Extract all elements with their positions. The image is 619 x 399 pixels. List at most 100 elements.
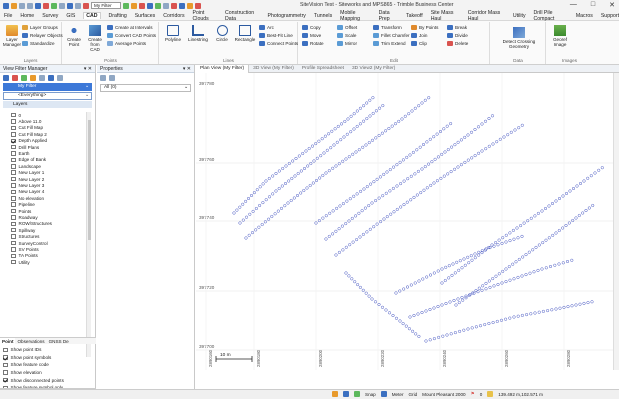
layer-checkbox[interactable] bbox=[11, 196, 16, 201]
layer-row[interactable]: Cut Fill Map 2 bbox=[3, 131, 88, 137]
stop-icon[interactable] bbox=[171, 2, 177, 9]
layer-checkbox[interactable] bbox=[11, 189, 16, 195]
layer-row[interactable]: New Layer 2 bbox=[3, 176, 88, 182]
scope-select[interactable]: <Everything> ⌄ bbox=[3, 92, 92, 100]
menu-data-prep[interactable]: Data Prep bbox=[378, 9, 390, 22]
layer-row[interactable]: Utility bbox=[3, 259, 88, 265]
option-checkbox[interactable] bbox=[3, 362, 8, 368]
mirror-button[interactable]: Mirror bbox=[337, 41, 357, 46]
layer-row[interactable]: 0 bbox=[3, 112, 88, 118]
linestring-button[interactable]: Linestring bbox=[186, 25, 210, 42]
remove-icon[interactable] bbox=[12, 74, 18, 81]
layer-checkbox[interactable] bbox=[11, 138, 16, 143]
option-row[interactable]: Show point symbols bbox=[0, 354, 96, 362]
trim-extend-button[interactable]: Trim Extend bbox=[373, 41, 406, 46]
view-tab[interactable]: 3D View (My Filter) bbox=[253, 65, 294, 71]
scroll-thumb[interactable] bbox=[87, 120, 91, 240]
create-intervals-button[interactable]: Create at Intervals bbox=[107, 25, 153, 30]
option-row[interactable]: Show disconnected points bbox=[0, 376, 96, 384]
filter-select[interactable]: My Filter ⌄ bbox=[3, 83, 92, 91]
break-button[interactable]: Break bbox=[447, 25, 467, 30]
save-icon[interactable] bbox=[35, 2, 41, 9]
menu-support[interactable]: Support bbox=[600, 12, 619, 19]
add-icon[interactable] bbox=[21, 74, 27, 81]
save-filter-icon[interactable] bbox=[48, 74, 54, 81]
layer-checkbox[interactable] bbox=[11, 151, 16, 156]
layer-checkbox[interactable] bbox=[11, 208, 16, 214]
maximize-button[interactable]: □ bbox=[590, 1, 596, 8]
unit-label[interactable]: Meter bbox=[391, 391, 404, 397]
menu-macros[interactable]: Macros bbox=[575, 12, 593, 19]
print-icon[interactable] bbox=[59, 2, 65, 9]
menu-file[interactable]: File bbox=[4, 12, 13, 19]
move-button[interactable]: Move bbox=[302, 33, 321, 38]
alpha-icon[interactable] bbox=[109, 74, 115, 81]
orbit-icon[interactable] bbox=[155, 2, 161, 9]
layer-row[interactable]: Earth bbox=[3, 150, 88, 156]
view-tab[interactable]: 3D View2 (My Filter) bbox=[352, 65, 396, 71]
rectangle-button[interactable]: Rectangle bbox=[233, 25, 257, 42]
tab-gnss-de[interactable]: GNSS De bbox=[48, 339, 69, 344]
tab-observations[interactable]: Observations bbox=[17, 339, 45, 344]
sort-icon[interactable] bbox=[100, 74, 106, 81]
layer-row[interactable]: SurveyControl bbox=[3, 240, 88, 246]
layer-checkbox[interactable] bbox=[11, 157, 16, 163]
layer-checkbox[interactable] bbox=[11, 176, 16, 182]
layer-status-icon[interactable] bbox=[354, 391, 360, 397]
copy-filter-icon[interactable] bbox=[39, 74, 45, 81]
option-checkbox[interactable] bbox=[3, 355, 8, 360]
target-icon[interactable] bbox=[83, 2, 89, 9]
menu-tunnels[interactable]: Tunnels bbox=[313, 12, 333, 19]
filter-dropdown[interactable]: My Filter bbox=[91, 2, 121, 9]
menu-surfaces[interactable]: Surfaces bbox=[134, 12, 156, 19]
window-icon[interactable] bbox=[75, 2, 81, 9]
layer-row[interactable]: SV Points bbox=[3, 246, 88, 252]
grid-mode-icon[interactable] bbox=[343, 391, 349, 397]
layer-row[interactable]: Roadway bbox=[3, 214, 88, 220]
bullseye-icon[interactable] bbox=[187, 2, 193, 9]
option-checkbox[interactable] bbox=[3, 370, 8, 375]
snap-icon[interactable] bbox=[163, 2, 169, 9]
layer-row[interactable]: TA Points bbox=[3, 253, 88, 259]
menu-corridors[interactable]: Corridors bbox=[163, 12, 185, 19]
refresh-icon[interactable] bbox=[51, 2, 57, 9]
layer-checkbox[interactable] bbox=[11, 227, 16, 233]
standardize-button[interactable]: Standardize bbox=[22, 41, 55, 46]
join-button[interactable]: Join bbox=[411, 33, 427, 38]
menu-utility[interactable]: Utility bbox=[512, 12, 526, 19]
clip-button[interactable]: Clip bbox=[411, 41, 427, 46]
plan-view[interactable]: 397760 397740 397720 397700 397780 2890160 289… bbox=[196, 73, 613, 370]
arc-button[interactable]: Arc bbox=[259, 25, 274, 30]
layer-row[interactable]: ROW/Structures bbox=[3, 221, 88, 227]
layer-checkbox[interactable] bbox=[11, 215, 16, 220]
layer-row[interactable]: Structures bbox=[3, 233, 88, 239]
zoom-icon[interactable] bbox=[123, 2, 129, 9]
layer-row[interactable]: Pipeline bbox=[3, 201, 88, 207]
layer-checkbox[interactable] bbox=[11, 247, 16, 252]
menu-site-mass-haul[interactable]: Site Mass Haul bbox=[430, 9, 454, 22]
pin-icon[interactable]: ▾ ✕ bbox=[182, 66, 191, 72]
layer-row[interactable]: Spillway bbox=[3, 227, 88, 233]
scale-button[interactable]: Scale bbox=[337, 33, 357, 38]
minimize-button[interactable]: — bbox=[569, 1, 577, 8]
site-label[interactable]: Mount Pleasant 2000 bbox=[422, 391, 466, 397]
circle-button[interactable]: Circle bbox=[212, 25, 232, 42]
redo-icon[interactable] bbox=[27, 2, 33, 9]
menu-gis[interactable]: GIS bbox=[66, 12, 76, 19]
copy-button[interactable]: Copy bbox=[302, 25, 321, 30]
layer-row[interactable]: New Layer 1 bbox=[3, 170, 88, 176]
pan-icon[interactable] bbox=[147, 2, 153, 9]
view-tab[interactable]: Plan View (My Filter) bbox=[196, 64, 250, 73]
option-row[interactable]: Show point IDs bbox=[0, 346, 96, 354]
best-fit-line-button[interactable]: Best-Fit Line bbox=[259, 33, 293, 38]
connect-points-button[interactable]: Connect Points bbox=[259, 41, 298, 46]
relayer-objects-button[interactable]: Relayer Objects bbox=[22, 33, 63, 38]
layer-checkbox[interactable] bbox=[11, 202, 16, 207]
layer-checkbox[interactable] bbox=[11, 253, 16, 259]
menu-takeoff[interactable]: Takeoff bbox=[406, 12, 423, 19]
filter-icon[interactable] bbox=[3, 74, 9, 81]
layers-tree-header[interactable]: Layers bbox=[3, 101, 92, 108]
layer-list-scrollbar[interactable] bbox=[86, 112, 91, 357]
menu-photogrammetry[interactable]: Photogrammetry bbox=[267, 12, 306, 19]
pin-icon[interactable]: ▾ ✕ bbox=[83, 66, 92, 72]
